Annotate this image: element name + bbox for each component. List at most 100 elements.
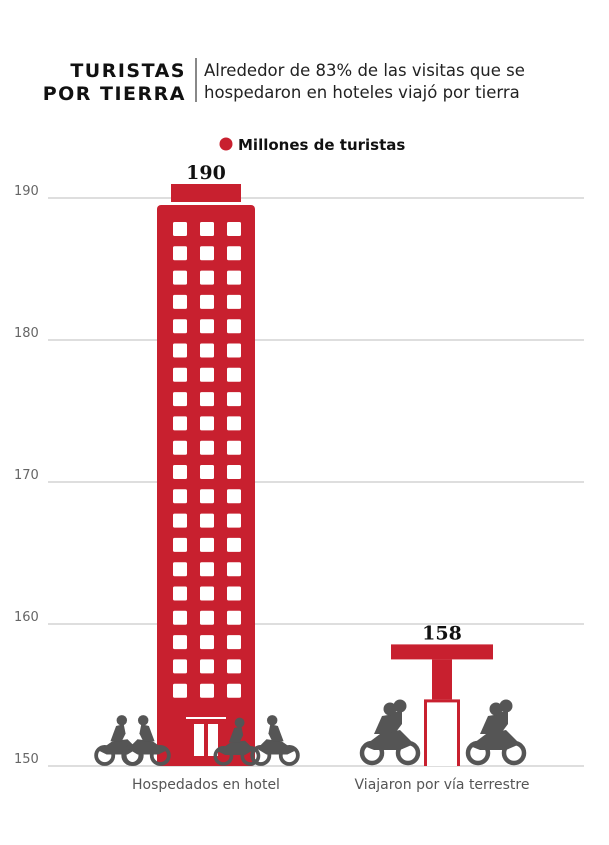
building-window: [200, 562, 214, 577]
building-window: [227, 416, 241, 431]
building-window: [173, 343, 187, 358]
building-window: [200, 416, 214, 431]
x-category-label: Hospedados en hotel: [132, 777, 280, 793]
building-window: [227, 440, 241, 455]
motorcycle-rider: [110, 724, 126, 742]
building-window: [173, 610, 187, 625]
building-window: [173, 222, 187, 236]
building-window: [200, 635, 214, 650]
building-window: [173, 465, 187, 479]
motorcycle-icon: [359, 699, 421, 766]
building-window: [227, 659, 241, 674]
building-window: [200, 319, 214, 334]
building-window: [200, 440, 214, 455]
data-label-hospedados: 190: [186, 162, 226, 184]
x-axis-categories: Hospedados en hotel Viajaron por vía terr…: [132, 777, 529, 793]
entrance-door-left: [194, 724, 204, 756]
station-column: [432, 659, 452, 700]
grid-layer: [48, 197, 584, 767]
building-window: [227, 635, 241, 650]
building-window: [227, 222, 241, 236]
motorcycle-body: [470, 730, 520, 750]
building-window: [173, 270, 187, 285]
data-labels-layer: 190 158: [186, 162, 462, 644]
building-window: [200, 343, 214, 358]
building-window: [227, 683, 241, 698]
building-window: [227, 319, 241, 334]
motorcycle-body: [257, 739, 295, 755]
motorcycle-passenger: [492, 712, 508, 732]
y-tick-label: 180: [14, 326, 39, 341]
building-window: [227, 562, 241, 577]
building-window: [200, 367, 214, 382]
motorcycle-body: [128, 739, 166, 755]
y-tick-label: 160: [14, 610, 39, 625]
bars-layer: [157, 184, 493, 766]
y-axis-ticks: 150 160 170 180 190: [14, 184, 39, 767]
building-window: [227, 513, 241, 528]
motorcycle-rider-helmet: [116, 715, 128, 726]
motorcycle-body: [99, 739, 137, 755]
building-roof: [171, 184, 241, 202]
motorcycle-icon: [465, 699, 527, 766]
building-window: [227, 367, 241, 382]
building-window: [173, 319, 187, 334]
motorcycle-passenger: [386, 712, 402, 732]
station-canopy: [391, 644, 493, 660]
motorcycle-passenger-helmet: [499, 699, 513, 713]
building-window: [227, 246, 241, 261]
building-window: [227, 465, 241, 479]
building-window: [200, 270, 214, 285]
building-window: [173, 659, 187, 674]
building-window: [227, 489, 241, 504]
building-window: [227, 343, 241, 358]
building-window: [200, 683, 214, 698]
building-window: [227, 586, 241, 601]
building-window: [173, 513, 187, 528]
building-window: [200, 294, 214, 309]
motorcycle-rider: [268, 724, 284, 742]
bar-viajaron-terrestre: [391, 644, 493, 766]
building-window: [173, 562, 187, 577]
building-window: [173, 392, 187, 407]
y-tick-label: 190: [14, 184, 39, 199]
building-window: [200, 392, 214, 407]
building-window: [200, 222, 214, 236]
motorcycle-rider-helmet: [266, 715, 278, 726]
header-dek-line-1: Alrededor de 83% de las visitas que se: [204, 61, 525, 80]
building-window: [227, 392, 241, 407]
y-tick-label: 170: [14, 468, 39, 483]
building-window: [173, 440, 187, 455]
motorcycle-rider-helmet: [137, 715, 149, 726]
building-window: [200, 659, 214, 674]
motorcycles-layer: [94, 699, 527, 766]
building-entrance: [186, 717, 226, 756]
motorcycle-rider: [139, 724, 155, 742]
building-window: [200, 513, 214, 528]
bar-hospedados-hotel: [157, 184, 255, 766]
x-category-label: Viajaron por vía terrestre: [355, 777, 530, 793]
station-pump-window: [427, 702, 457, 766]
legend: Millones de turistas: [219, 136, 405, 154]
building-window: [200, 489, 214, 504]
legend-label: Millones de turistas: [238, 136, 405, 154]
header-kicker-line-2: POR TIERRA: [43, 83, 186, 105]
building-window: [200, 586, 214, 601]
motorcycle-rider-helmet: [234, 717, 245, 728]
header-kicker-line-1: TURISTAS: [70, 60, 186, 82]
chart-header: TURISTAS POR TIERRA Alrededor de 83% de …: [43, 58, 525, 105]
motorcycle-rider: [228, 726, 244, 743]
building-window: [173, 537, 187, 552]
building-window: [227, 270, 241, 285]
motorcycle-body: [218, 740, 254, 755]
building-window: [200, 465, 214, 479]
motorcycle-icon: [250, 715, 300, 766]
building-window: [173, 367, 187, 382]
building-windows: [173, 222, 241, 698]
building-body: [157, 205, 255, 766]
y-tick-label: 150: [14, 752, 39, 767]
building-window: [173, 294, 187, 309]
motorcycle-icon: [121, 715, 171, 766]
motorcycle-passenger-helmet: [393, 699, 407, 713]
